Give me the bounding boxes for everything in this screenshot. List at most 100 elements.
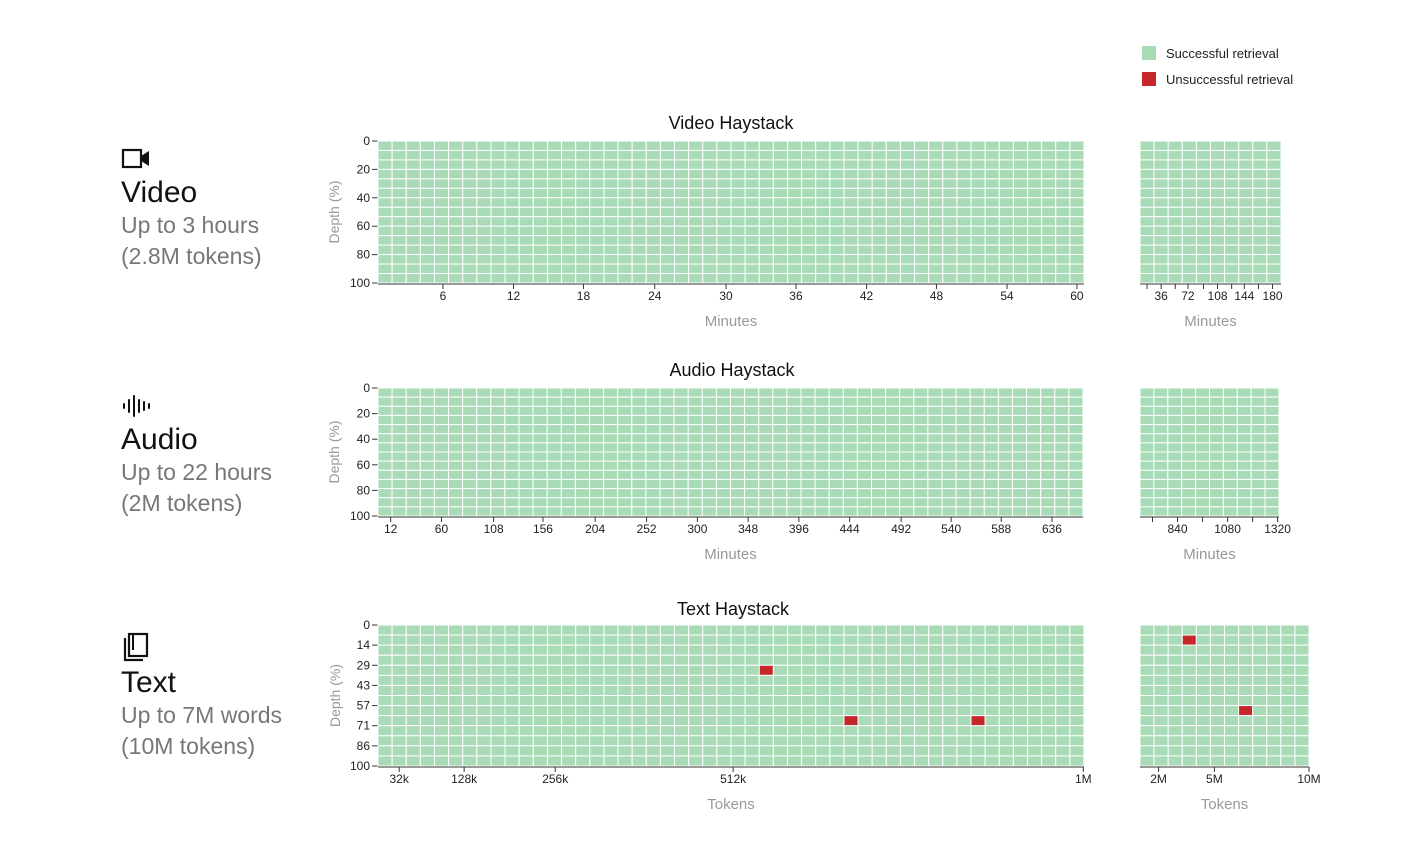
heatmap-cell-success (899, 273, 916, 284)
heatmap-cell-success (1195, 755, 1211, 767)
heatmap-cell-success (786, 654, 803, 666)
heatmap-cell-success (1294, 674, 1310, 686)
heatmap-cell-success (433, 664, 450, 676)
heatmap-cell-success (984, 664, 1000, 676)
heatmap-cell-success (1224, 664, 1240, 676)
heatmap-cell-success (1250, 497, 1266, 508)
heatmap-cell-success (843, 755, 859, 767)
heatmap-cell-success (631, 715, 647, 727)
heatmap-cell-success (674, 725, 690, 737)
heatmap-cell-success (871, 674, 887, 686)
heatmap-cell-success (462, 206, 478, 218)
heatmap-cell-success (716, 725, 732, 737)
y-tick-label: 100 (350, 276, 370, 290)
heatmap-cell-success (1153, 414, 1169, 426)
heatmap-cell-success (716, 735, 732, 747)
heatmap-cell-success (1026, 387, 1042, 398)
heatmap-cell-success (885, 469, 901, 480)
heatmap-cell-success (1195, 149, 1212, 161)
heatmap-cell-success (899, 387, 915, 398)
heatmap-cell-success (1266, 197, 1282, 208)
heatmap-cell-success (490, 159, 506, 170)
heatmap-cell-success (758, 235, 774, 246)
heatmap-cell-success (772, 735, 788, 747)
heatmap-cell-success (1041, 664, 1057, 676)
heatmap-cell-success (1012, 684, 1029, 697)
heatmap-cell-success (589, 478, 605, 490)
heatmap-cell-success (800, 497, 816, 508)
y-axis-title: Depth (%) (327, 664, 343, 727)
heatmap-cell-success (433, 405, 449, 416)
heatmap-cell-success (702, 225, 718, 237)
heatmap-cell-success (956, 634, 972, 646)
heatmap-cell-success (1068, 433, 1084, 444)
heatmap-cell-success (391, 725, 407, 737)
heatmap-cell-success (998, 244, 1014, 256)
heatmap-cell-success (998, 140, 1014, 151)
x-tick-label: 108 (1208, 289, 1228, 303)
heatmap-cell-success (631, 216, 647, 227)
heatmap-cell-success (433, 497, 449, 508)
heatmap-cell-success (716, 225, 732, 237)
x-tick-label: 2M (1150, 772, 1167, 786)
heatmap-cell-success (645, 725, 661, 737)
heatmap-cell-success (476, 387, 492, 398)
heatmap-cell-success (1210, 206, 1226, 218)
heatmap-cell-success (575, 159, 591, 170)
heatmap-cell-success (843, 695, 859, 707)
heatmap-cell-success (702, 244, 718, 256)
heatmap-cell-success (518, 405, 534, 416)
heatmap-cell-success (871, 654, 887, 666)
heatmap-cell-success (843, 644, 859, 656)
heatmap-cell-success (1054, 506, 1070, 517)
heatmap-cell-success (914, 644, 930, 656)
heatmap-cell-success (744, 206, 760, 218)
heatmap-cell-success (688, 273, 704, 284)
heatmap-cell-success (1167, 634, 1183, 646)
heatmap-cell-success (800, 424, 816, 435)
heatmap-cell-success (645, 424, 661, 435)
heatmap-cell-success (433, 469, 449, 480)
heatmap-cell-success (1167, 149, 1183, 161)
heatmap-cell-success (419, 168, 435, 180)
modality-name: Video (121, 176, 198, 209)
heatmap-cell-success (617, 405, 633, 416)
heatmap-cell-success (659, 178, 676, 189)
heatmap-cell-success (857, 178, 873, 189)
heatmap-cell-success (1041, 206, 1057, 218)
heatmap-cell-success (1181, 735, 1197, 747)
heatmap-cell-success (405, 674, 421, 686)
heatmap-cell-success (744, 235, 760, 246)
heatmap-cell-success (1181, 478, 1197, 490)
heatmap-cell-success (772, 206, 788, 218)
heatmap-cell-success (1012, 460, 1028, 471)
heatmap-cell-success (1181, 244, 1197, 256)
heatmap-cell-success (1209, 469, 1224, 480)
heatmap-cell-success (391, 624, 407, 636)
heatmap-cell-success (1264, 414, 1280, 426)
heatmap-cell-success (448, 684, 464, 697)
heatmap-cell-success (433, 216, 450, 227)
heatmap-cell-success (462, 197, 478, 208)
heatmap-cell-success (772, 197, 788, 208)
heatmap-cell-success (1069, 634, 1085, 646)
heatmap-cell-success (702, 178, 718, 189)
heatmap-cell-success (1224, 263, 1240, 275)
heatmap-cell-success (928, 674, 944, 686)
heatmap-cell-success (1195, 674, 1211, 686)
heatmap-cell-success (1153, 674, 1169, 686)
heatmap-cell-success (1224, 178, 1240, 189)
heatmap-cell-success (758, 424, 774, 435)
heatmap-cell-success (1266, 273, 1282, 284)
heatmap-cell-success (448, 469, 464, 480)
book-icon (123, 632, 149, 662)
heatmap-cell-success (589, 469, 605, 480)
heatmap-cell-success (1068, 451, 1084, 462)
heatmap-cell-success (828, 414, 844, 426)
heatmap-cell-success (914, 263, 930, 275)
heatmap-cell-success (928, 755, 944, 767)
heatmap-cell-success (561, 725, 577, 737)
heatmap-cell-success (659, 725, 676, 737)
y-tick-label: 20 (357, 407, 371, 421)
